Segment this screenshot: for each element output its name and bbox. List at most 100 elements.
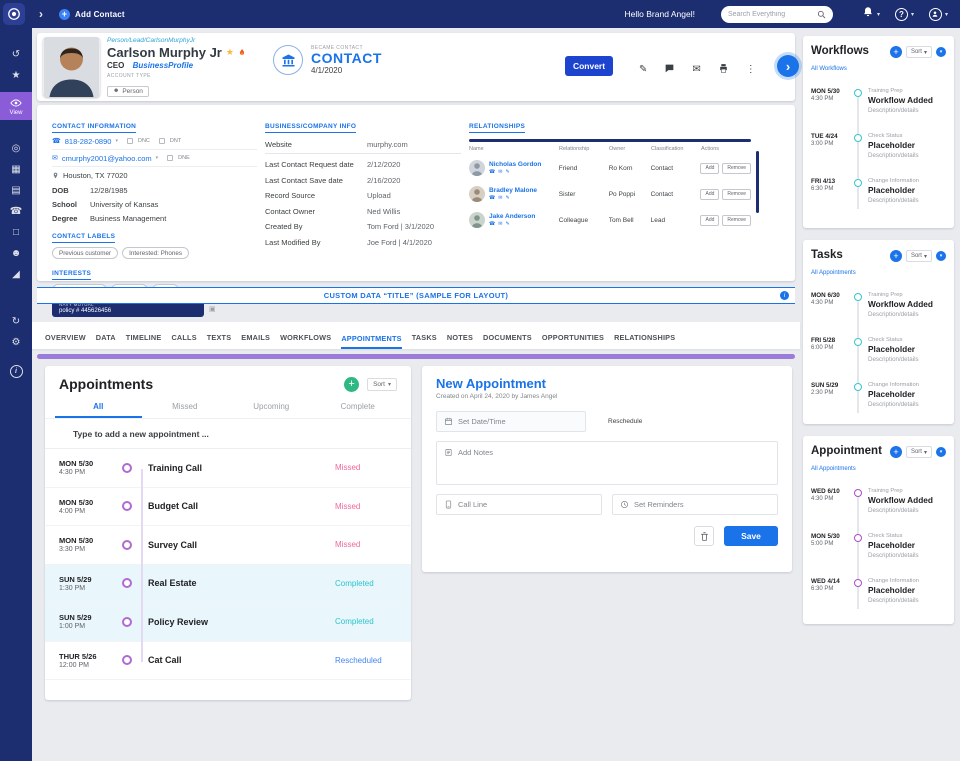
table-scrollbar-horizontal[interactable] <box>469 139 751 142</box>
phone-number-link[interactable]: 818-282-0890 <box>64 136 112 146</box>
tab-overview[interactable]: OVERVIEW <box>45 333 86 342</box>
call-icon[interactable]: ☎ <box>489 195 496 201</box>
phone-icon[interactable]: ☎ <box>9 206 23 217</box>
tab-calls[interactable]: CALLS <box>171 333 197 342</box>
list-item[interactable]: WED 4/14 6:30 PM Change Information Placeh… <box>811 578 946 623</box>
call-icon[interactable]: ☎ <box>489 221 496 227</box>
sort-dropdown[interactable]: Sort ▾ <box>905 250 932 262</box>
nav-expand-icon[interactable]: › <box>39 7 43 21</box>
account-menu[interactable]: ▾ <box>928 7 948 21</box>
relationship-name-link[interactable]: Bradley Malone <box>489 187 538 194</box>
tab-relationships[interactable]: RELATIONSHIPS <box>614 333 676 342</box>
tab-emails[interactable]: EMAILS <box>241 333 271 342</box>
tab-appointments[interactable]: APPOINTMENTS <box>341 334 402 349</box>
list-item[interactable]: FRI 5/28 6:00 PM Check Status Placeholder D… <box>811 337 946 382</box>
sort-dropdown[interactable]: Sort ▾ <box>905 46 932 58</box>
dne-checkbox[interactable] <box>167 155 174 161</box>
sort-dropdown[interactable]: Sort ▾ <box>367 377 397 391</box>
edit-icon[interactable]: ✎ <box>505 195 510 201</box>
remove-button[interactable]: Remove <box>722 162 752 174</box>
expand-card-icon[interactable]: ▣ <box>209 305 216 313</box>
field-value[interactable]: murphy.com <box>367 139 408 149</box>
set-datetime-field[interactable]: Set Date/Time <box>436 411 586 432</box>
list-item[interactable]: WED 6/10 4:30 PM Training Prep Workflow Ad… <box>811 488 946 533</box>
appointment-row[interactable]: SUN 5/29 1:00 PM Policy Review Completed <box>45 603 411 642</box>
all-workflows-link[interactable]: All Workflows <box>811 66 847 72</box>
collapse-icon[interactable]: ▾ <box>936 251 946 261</box>
add-button[interactable]: Add <box>700 162 720 174</box>
search-input[interactable] <box>727 10 817 18</box>
edit-icon[interactable]: ✎ <box>505 221 510 227</box>
email-icon[interactable]: ✉ <box>498 221 503 227</box>
back-icon[interactable]: ↺ <box>11 49 21 60</box>
chat-icon[interactable] <box>664 61 675 79</box>
calendar-icon[interactable]: ▤ <box>11 185 21 196</box>
appointment-row[interactable]: THUR 5/26 12:00 PM Cat Call Rescheduled <box>45 642 411 680</box>
collapse-icon[interactable]: ▾ <box>936 47 946 57</box>
call-icon[interactable]: ☎ <box>489 169 496 175</box>
call-line-field[interactable]: Call Line <box>436 494 602 515</box>
tab-workflows[interactable]: WORKFLOWS <box>280 333 332 342</box>
tab-documents[interactable]: DOCUMENTS <box>483 333 532 342</box>
add-task-button[interactable]: + <box>889 250 902 262</box>
save-button[interactable]: Save <box>724 526 778 546</box>
email-icon[interactable]: ✉ <box>692 64 701 75</box>
tab-texts[interactable]: TEXTS <box>206 333 232 342</box>
grid-icon[interactable]: ▦ <box>11 164 21 175</box>
add-appointment-button[interactable]: + <box>344 376 360 392</box>
tab-tasks[interactable]: TASKS <box>411 333 437 342</box>
favorite-star-icon[interactable]: ★ <box>225 47 234 57</box>
person-icon[interactable]: ☻ <box>10 248 22 259</box>
sidebar-item-view[interactable]: View <box>0 92 32 120</box>
list-item[interactable]: FRI 4/13 6:30 PM Change Information Placeh… <box>811 178 946 223</box>
chart-icon[interactable]: ◢ <box>12 269 20 280</box>
star-icon[interactable]: ★ <box>11 70 21 81</box>
appointment-row[interactable]: MON 5/30 4:30 PM Training Call Missed <box>45 449 411 488</box>
tab-opportunities[interactable]: OPPORTUNITIES <box>541 333 605 342</box>
add-notes-field[interactable]: Add Notes <box>436 441 778 485</box>
tab-data[interactable]: DATA <box>95 333 116 342</box>
notifications-menu[interactable]: ▾ <box>862 5 880 23</box>
search-box[interactable] <box>720 5 833 23</box>
dnc-checkbox[interactable] <box>126 138 133 144</box>
email-link[interactable]: cmurphy2001@yahoo.com <box>61 153 152 163</box>
add-appointment-button[interactable]: + <box>889 446 902 458</box>
edit-icon[interactable]: ✎ <box>639 64 648 75</box>
filter-upcoming[interactable]: Upcoming <box>253 402 290 411</box>
filter-all[interactable]: All <box>55 402 142 418</box>
list-item[interactable]: MON 6/30 4:30 PM Training Prep Workflow Ad… <box>811 292 946 337</box>
tab-timeline[interactable]: TIMELINE <box>125 333 162 342</box>
app-logo-icon[interactable] <box>3 3 25 25</box>
more-options-icon[interactable]: ⋮ <box>745 64 756 75</box>
relationship-name-link[interactable]: Nicholas Gordon <box>489 161 542 168</box>
add-button[interactable]: Add <box>700 214 720 226</box>
list-item[interactable]: MON 5/30 5:00 PM Check Status Placeholder D… <box>811 533 946 578</box>
appointment-row[interactable]: MON 5/30 3:30 PM Survey Call Missed <box>45 526 411 565</box>
contact-label-chip[interactable]: Previous customer <box>52 247 119 259</box>
collapse-icon[interactable]: ▾ <box>936 447 946 457</box>
add-contact-button[interactable]: + Add Contact <box>59 8 125 20</box>
settings-icon[interactable]: ⚙ <box>11 337 21 348</box>
search-icon[interactable] <box>817 10 826 19</box>
contacts-icon[interactable]: ◎ <box>11 143 21 154</box>
filter-missed[interactable]: Missed <box>172 402 198 411</box>
filter-complete[interactable]: Complete <box>340 402 375 411</box>
email-icon[interactable]: ✉ <box>498 169 503 175</box>
breadcrumb[interactable]: Person/Lead/CarlsonMurphyJr <box>107 37 196 44</box>
new-appointment-input[interactable] <box>45 419 411 448</box>
appointment-row[interactable]: SUN 5/29 1:30 PM Real Estate Completed <box>45 564 411 603</box>
list-item[interactable]: MON 5/30 4:30 PM Training Prep Workflow Ad… <box>811 88 946 133</box>
business-profile-link[interactable]: BusinessProfile <box>132 61 194 70</box>
relationship-name-link[interactable]: Jake Anderson <box>489 213 536 220</box>
info-icon[interactable]: i <box>9 365 23 378</box>
info-icon[interactable]: i <box>780 291 789 300</box>
appointment-row[interactable]: MON 5/30 4:00 PM Budget Call Missed <box>45 488 411 526</box>
table-scrollbar-vertical[interactable] <box>756 151 759 213</box>
delete-button[interactable] <box>694 526 714 546</box>
folder-icon[interactable]: □ <box>12 227 20 238</box>
reschedule-link[interactable]: Reschedule <box>608 418 643 425</box>
remove-button[interactable]: Remove <box>722 214 752 226</box>
help-menu[interactable]: ? ▾ <box>894 7 914 21</box>
policy-card[interactable]: NAVY MUTUAL policy # 445626456 <box>52 300 204 317</box>
list-item[interactable]: TUE 4/24 3:00 PM Check Status Placeholder D… <box>811 133 946 178</box>
